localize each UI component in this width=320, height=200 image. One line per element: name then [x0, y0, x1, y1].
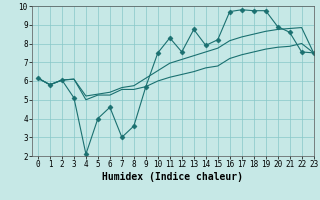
- X-axis label: Humidex (Indice chaleur): Humidex (Indice chaleur): [102, 172, 243, 182]
